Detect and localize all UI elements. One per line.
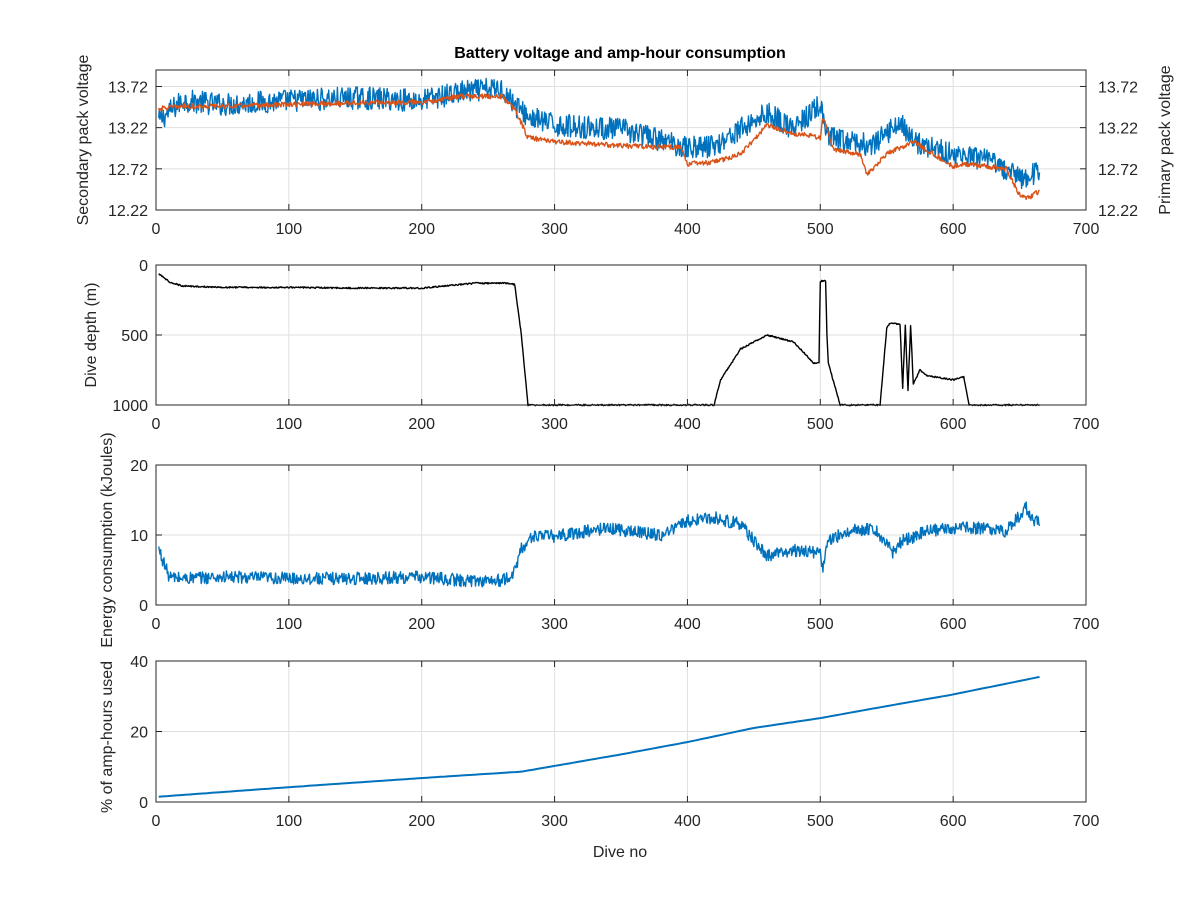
voltage-panel-left-axis-label: Secondary pack voltage — [75, 55, 92, 226]
amp-hours-panel-x-tick-label: 300 — [541, 813, 568, 830]
energy-panel-y-tick-label: 10 — [130, 528, 148, 545]
voltage-panel-x-tick-label: 100 — [276, 221, 303, 238]
depth-panel-x-tick-label: 100 — [276, 416, 303, 433]
depth-panel-x-tick-label: 400 — [674, 416, 701, 433]
voltage-panel-x-tick-label: 300 — [541, 221, 568, 238]
energy-panel-y-tick-label: 0 — [139, 598, 148, 615]
voltage-panel-right-y-tick-label: 12.72 — [1098, 162, 1138, 179]
amp-hours-panel-y-tick-label: 40 — [130, 654, 148, 671]
depth-panel-y-tick-label: 0 — [139, 258, 148, 275]
voltage-panel-y-tick-label: 12.22 — [108, 203, 148, 220]
energy-panel-x-tick-label: 400 — [674, 616, 701, 633]
voltage-panel-frame — [155, 69, 1087, 211]
energy-panel-x-tick-label: 100 — [276, 616, 303, 633]
voltage-panel-series-line — [158, 77, 1041, 190]
depth-panel-x-tick-label: 0 — [152, 416, 161, 433]
voltage-panel-x-tick-label: 200 — [408, 221, 435, 238]
voltage-panel-right-y-tick-label: 12.22 — [1098, 203, 1138, 220]
energy-panel-x-tick-label: 200 — [408, 616, 435, 633]
energy-panel: 0 100 200 300 400 500 600 700 0 10 20 — [130, 458, 1099, 633]
amp-hours-panel-x-tick-label: 500 — [807, 813, 834, 830]
energy-panel-series-line — [158, 501, 1041, 588]
depth-panel-x-tick-label: 700 — [1073, 416, 1100, 433]
energy-panel-axis-label: Energy consumption (kJoules) — [99, 432, 116, 647]
voltage-panel-y-tick-label: 13.22 — [108, 121, 148, 138]
energy-panel-x-tick-label: 600 — [940, 616, 967, 633]
energy-panel-x-tick-label: 0 — [152, 616, 161, 633]
depth-panel-axis-label: Dive depth (m) — [83, 283, 100, 388]
amp-hours-panel-x-tick-label: 400 — [674, 813, 701, 830]
voltage-panel-x-tick-label: 500 — [807, 221, 834, 238]
amp-hours-panel-x-tick-label: 200 — [408, 813, 435, 830]
amp-hours-panel-x-tick-label: 600 — [940, 813, 967, 830]
depth-panel-y-tick-label: 500 — [121, 328, 148, 345]
voltage-panel-series-line — [158, 93, 1040, 201]
energy-panel-y-tick-label: 20 — [130, 458, 148, 475]
depth-panel-x-tick-label: 500 — [807, 416, 834, 433]
amp-hours-panel-x-tick-label: 100 — [276, 813, 303, 830]
energy-panel-x-tick-label: 700 — [1073, 616, 1100, 633]
voltage-panel-y-tick-label: 12.72 — [108, 162, 148, 179]
amp-hours-panel-x-tick-label: 0 — [152, 813, 161, 830]
amp-hours-panel-axis-label: % of amp-hours used — [99, 661, 116, 813]
voltage-panel-right-y-tick-label: 13.72 — [1098, 79, 1138, 96]
amp-hours-panel-series-line — [158, 675, 1040, 798]
voltage-panel-y-tick-label: 13.72 — [108, 79, 148, 96]
voltage-panel-x-tick-label: 0 — [152, 221, 161, 238]
depth-panel-x-tick-label: 600 — [940, 416, 967, 433]
chart-title: Battery voltage and amp-hour consumption — [454, 45, 786, 62]
depth-panel: 0 100 200 300 400 500 600 700 0 500 1000 — [112, 258, 1099, 433]
depth-panel-x-tick-label: 300 — [541, 416, 568, 433]
amp-hours-panel-x-axis-label: Dive no — [593, 844, 647, 861]
voltage-panel-x-tick-label: 600 — [940, 221, 967, 238]
energy-panel-x-tick-label: 300 — [541, 616, 568, 633]
energy-panel-x-tick-label: 500 — [807, 616, 834, 633]
depth-panel-x-tick-label: 200 — [408, 416, 435, 433]
voltage-panel-x-tick-label: 400 — [674, 221, 701, 238]
depth-panel-y-tick-label: 1000 — [112, 398, 148, 415]
amp-hours-panel: 0 100 200 300 400 500 600 700 0 20 40 — [130, 654, 1099, 830]
voltage-panel-right-axis-label: Primary pack voltage — [1157, 65, 1174, 214]
voltage-panel-right-y-tick-label: 13.22 — [1098, 121, 1138, 138]
voltage-panel-x-tick-label: 700 — [1073, 221, 1100, 238]
amp-hours-panel-x-tick-label: 700 — [1073, 813, 1100, 830]
amp-hours-panel-y-tick-label: 0 — [139, 795, 148, 812]
amp-hours-panel-y-tick-label: 20 — [130, 725, 148, 742]
